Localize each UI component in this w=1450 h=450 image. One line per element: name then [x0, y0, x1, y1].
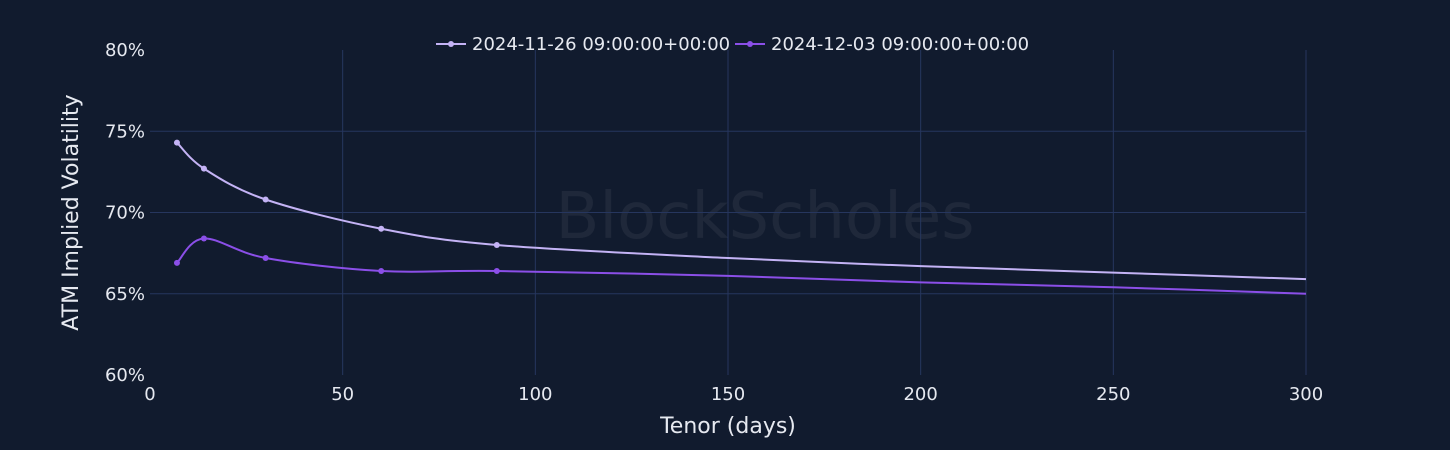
- series-line: [176, 237, 1307, 295]
- y-tick-label: 70%: [105, 203, 145, 224]
- legend-swatch-marker: [747, 41, 753, 47]
- y-tick-label: 60%: [105, 365, 145, 386]
- x-tick-label: 300: [1289, 384, 1323, 405]
- series-2: [173, 235, 1307, 295]
- x-tick-label: 0: [144, 384, 155, 405]
- legend-label: 2024-11-26 09:00:00+00:00: [472, 34, 730, 55]
- series-layer: [173, 139, 1307, 295]
- x-tick-label: 200: [903, 384, 937, 405]
- legend-item[interactable]: 2024-12-03 09:00:00+00:00: [735, 34, 1029, 55]
- x-axis-ticks: 0 50 100 150 200 250 300: [144, 384, 1323, 405]
- data-point[interactable]: [493, 242, 500, 248]
- y-axis-title: ATM Implied Volatility: [59, 94, 84, 330]
- legend-swatch-marker: [448, 41, 454, 47]
- y-tick-label: 80%: [105, 40, 145, 61]
- data-point[interactable]: [200, 235, 207, 242]
- data-point[interactable]: [493, 268, 500, 274]
- data-point[interactable]: [378, 225, 385, 232]
- watermark: BlockScholes: [555, 180, 974, 254]
- legend[interactable]: 2024-11-26 09:00:00+00:00 2024-12-03 09:0…: [436, 34, 1029, 55]
- x-tick-label: 150: [711, 384, 745, 405]
- legend-label: 2024-12-03 09:00:00+00:00: [771, 34, 1029, 55]
- legend-item[interactable]: 2024-11-26 09:00:00+00:00: [436, 34, 730, 55]
- data-point[interactable]: [173, 139, 180, 146]
- y-axis-ticks: 60% 65% 70% 75% 80%: [105, 40, 145, 386]
- y-tick-label: 75%: [105, 121, 145, 142]
- x-tick-label: 50: [331, 384, 354, 405]
- data-point[interactable]: [200, 165, 207, 172]
- data-point[interactable]: [262, 255, 269, 261]
- x-tick-label: 100: [518, 384, 552, 405]
- x-tick-label: 250: [1096, 384, 1130, 405]
- data-point[interactable]: [378, 268, 385, 274]
- y-tick-label: 65%: [105, 284, 145, 305]
- grid: [150, 50, 1307, 375]
- series-1: [173, 139, 1307, 281]
- series-line: [176, 141, 1307, 281]
- data-point[interactable]: [173, 259, 180, 266]
- x-axis-title: Tenor (days): [659, 414, 796, 439]
- data-point[interactable]: [262, 196, 269, 203]
